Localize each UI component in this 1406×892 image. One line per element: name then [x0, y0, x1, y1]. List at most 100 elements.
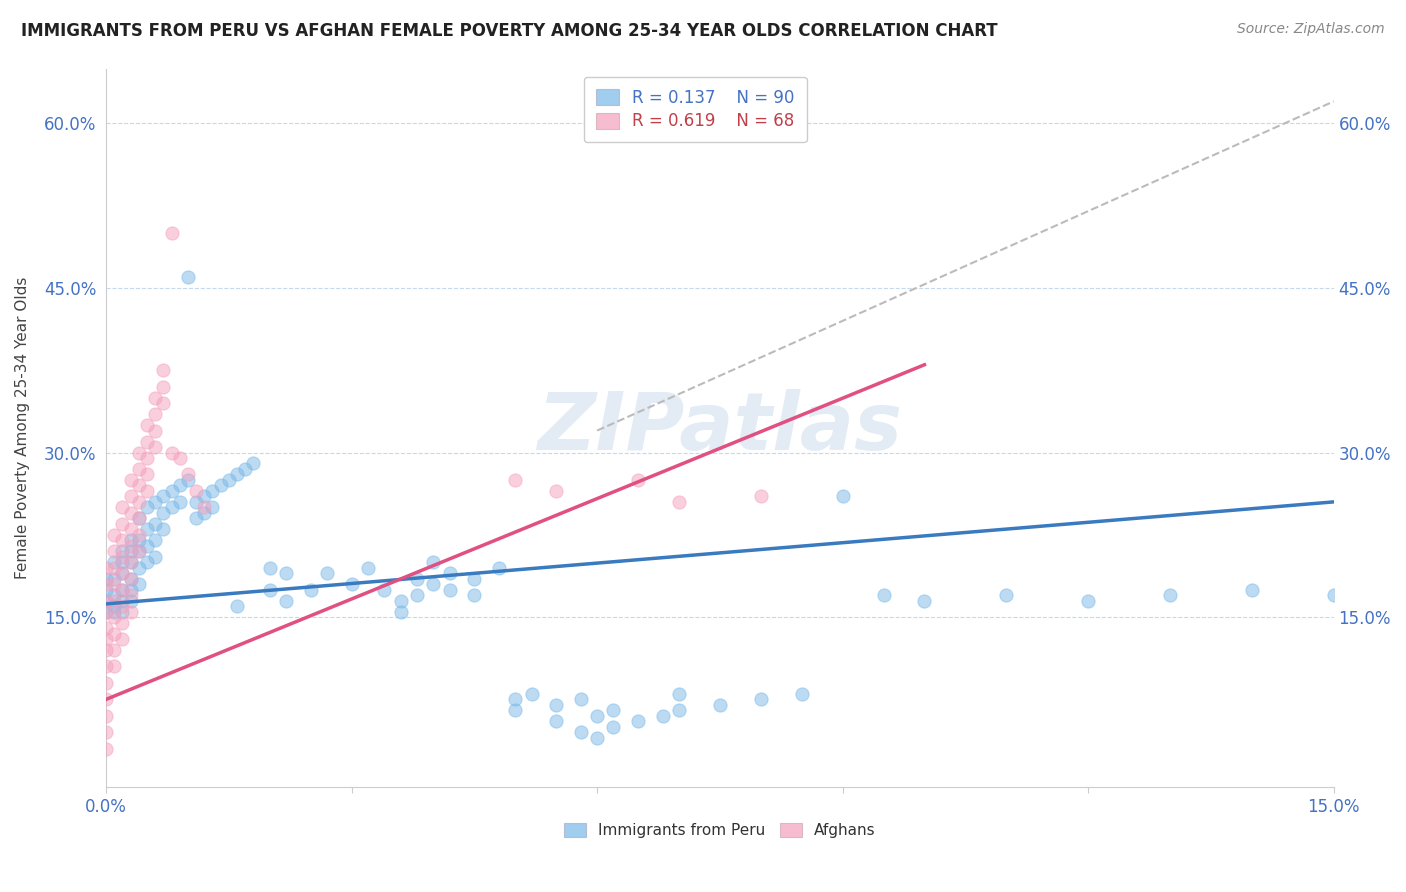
Point: [143, 440, 166, 454]
Point: [111, 566, 134, 581]
Point: [136, 539, 159, 553]
Point: [488, 560, 510, 574]
Point: [111, 533, 134, 548]
Point: [111, 632, 134, 646]
Point: [259, 582, 281, 597]
Point: [872, 588, 894, 602]
Point: [103, 528, 125, 542]
Point: [193, 500, 215, 515]
Point: [120, 533, 142, 548]
Point: [201, 483, 224, 498]
Point: [136, 500, 159, 515]
Point: [209, 478, 232, 492]
Point: [94, 621, 117, 635]
Point: [111, 615, 134, 630]
Point: [503, 473, 526, 487]
Point: [120, 572, 142, 586]
Point: [709, 698, 731, 712]
Point: [242, 457, 264, 471]
Point: [226, 599, 249, 614]
Point: [94, 692, 117, 706]
Point: [160, 483, 183, 498]
Point: [143, 424, 166, 438]
Point: [94, 572, 117, 586]
Point: [120, 555, 142, 569]
Point: [1240, 582, 1263, 597]
Point: [94, 659, 117, 673]
Point: [94, 708, 117, 723]
Point: [94, 632, 117, 646]
Point: [177, 473, 200, 487]
Point: [94, 605, 117, 619]
Point: [668, 703, 690, 717]
Point: [389, 605, 412, 619]
Point: [94, 577, 117, 591]
Point: [152, 363, 174, 377]
Point: [120, 555, 142, 569]
Point: [136, 467, 159, 482]
Point: [103, 643, 125, 657]
Point: [111, 582, 134, 597]
Point: [103, 599, 125, 614]
Text: IMMIGRANTS FROM PERU VS AFGHAN FEMALE POVERTY AMONG 25-34 YEAR OLDS CORRELATION : IMMIGRANTS FROM PERU VS AFGHAN FEMALE PO…: [21, 22, 998, 40]
Point: [128, 528, 150, 542]
Point: [111, 555, 134, 569]
Point: [602, 703, 624, 717]
Point: [914, 593, 936, 607]
Point: [276, 593, 298, 607]
Point: [120, 593, 142, 607]
Point: [406, 572, 429, 586]
Point: [94, 582, 117, 597]
Point: [357, 560, 380, 574]
Point: [184, 483, 207, 498]
Point: [177, 270, 200, 285]
Point: [128, 544, 150, 558]
Point: [120, 506, 142, 520]
Point: [790, 687, 813, 701]
Point: [111, 582, 134, 597]
Point: [340, 577, 363, 591]
Point: [128, 560, 150, 574]
Point: [111, 500, 134, 515]
Point: [546, 714, 568, 729]
Point: [668, 687, 690, 701]
Point: [120, 605, 142, 619]
Point: [152, 490, 174, 504]
Point: [120, 582, 142, 597]
Point: [120, 588, 142, 602]
Point: [94, 725, 117, 739]
Point: [169, 450, 191, 465]
Point: [218, 473, 240, 487]
Point: [103, 560, 125, 574]
Point: [586, 708, 609, 723]
Point: [152, 380, 174, 394]
Point: [406, 588, 429, 602]
Point: [128, 533, 150, 548]
Point: [193, 506, 215, 520]
Point: [111, 605, 134, 619]
Point: [103, 593, 125, 607]
Point: [602, 720, 624, 734]
Point: [627, 714, 650, 729]
Point: [259, 560, 281, 574]
Point: [439, 582, 461, 597]
Point: [128, 511, 150, 525]
Point: [136, 555, 159, 569]
Point: [503, 703, 526, 717]
Point: [152, 506, 174, 520]
Point: [94, 676, 117, 690]
Point: [439, 566, 461, 581]
Point: [520, 687, 543, 701]
Point: [103, 605, 125, 619]
Point: [103, 659, 125, 673]
Point: [160, 226, 183, 240]
Point: [1159, 588, 1181, 602]
Point: [749, 490, 772, 504]
Point: [160, 445, 183, 459]
Point: [152, 396, 174, 410]
Point: [120, 473, 142, 487]
Point: [136, 450, 159, 465]
Point: [143, 533, 166, 548]
Point: [316, 566, 339, 581]
Point: [651, 708, 673, 723]
